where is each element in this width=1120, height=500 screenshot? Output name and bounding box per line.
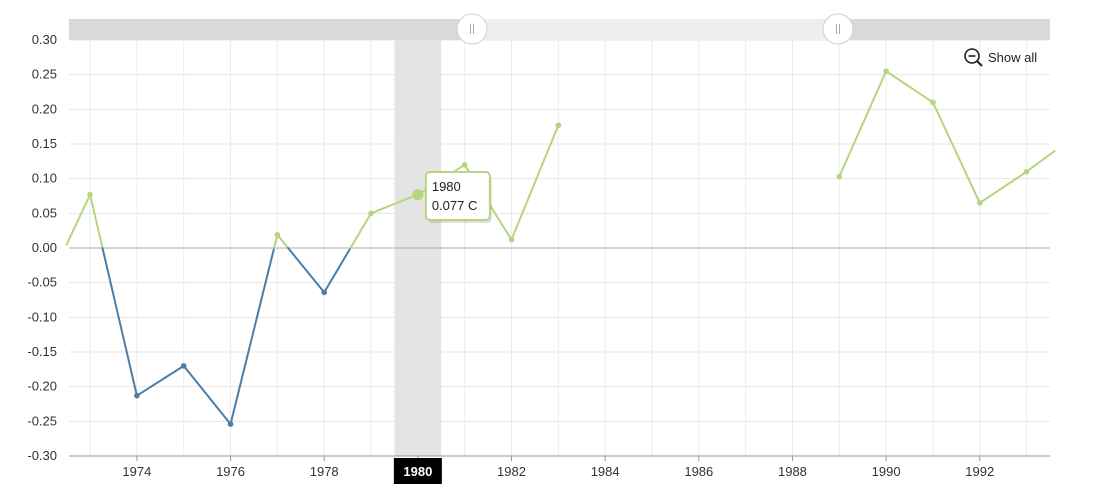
data-point[interactable] [836,173,843,180]
data-point[interactable] [976,200,983,206]
y-tick-label: 0.30 [32,32,57,47]
data-point[interactable] [508,236,515,243]
data-point[interactable] [227,421,234,427]
series-segment [349,212,373,249]
data-point[interactable] [368,210,374,217]
series-segment [510,124,560,241]
y-tick-label: -0.05 [27,275,57,290]
data-point[interactable] [461,162,468,168]
zoom-out-icon [964,48,983,67]
series-segment [931,101,981,204]
data-point[interactable] [1023,168,1030,175]
x-tick-label: 1988 [778,464,807,479]
y-tick-label: -0.20 [27,379,57,394]
data-point[interactable] [930,99,936,106]
cursor-label-bg [393,458,442,484]
series-segment [885,70,934,104]
series-segment [287,247,326,294]
handle-right-circle[interactable] [822,13,854,45]
scrollbar-selection[interactable] [472,19,838,40]
y-tick-label: 0.15 [32,136,57,151]
handle-left-circle[interactable] [456,13,488,45]
data-point[interactable] [180,363,187,369]
x-tick-label: 1976 [216,464,245,479]
series-segment [838,70,888,178]
tooltip-value: 0.077 C [432,198,478,213]
scrollbar[interactable] [69,13,1050,45]
data-point[interactable] [883,68,889,74]
series-segment [276,233,290,249]
x-tick-label: 1992 [965,464,994,479]
y-tick-label: -0.10 [27,309,57,324]
series-segment [1025,149,1056,173]
data-point[interactable] [321,289,328,296]
y-axis: 0.30 0.25 0.20 0.15 0.10 0.05 0.00 -0.05 -0.10 -0… [27,32,57,463]
y-tick-label: 0.05 [32,205,57,220]
series-segment [101,247,138,397]
series-segment [229,247,276,426]
y-tick-label: 0.10 [32,171,57,186]
y-tick-label: 0.20 [32,101,57,116]
x-tick-label: 1986 [684,464,713,479]
y-tick-label: -0.15 [27,344,57,359]
x-tick-label: 1990 [872,464,901,479]
series-segment [323,247,352,294]
data-point[interactable] [274,232,281,238]
series-segment [370,193,419,215]
series-segment [978,170,1028,204]
series-segment [65,193,92,246]
scrollbar-handle-right[interactable] [822,13,854,45]
x-tick-label: 1984 [591,464,620,479]
y-tick-label: -0.25 [27,413,57,428]
y-tick-label: -0.30 [27,448,57,463]
highlight-point [412,189,424,201]
x-axis: 1974 1976 1978 1982 1984 1986 1988 1990 1992 [122,456,994,479]
series-segment [182,364,232,426]
x-tick-label: 1974 [122,464,151,479]
x-tick-label: 1982 [497,464,526,479]
data-point[interactable] [87,191,93,198]
cursor-label: 1980 [393,458,442,484]
scrollbar-handle-left[interactable] [456,13,488,45]
tooltip-box [424,171,491,221]
show-all-label[interactable]: Show all [988,50,1037,65]
y-tick-label: 0.25 [32,67,57,82]
y-tick-label: 0.00 [32,240,57,255]
tooltip-year: 1980 [432,179,461,194]
x-tick-label: 1978 [310,464,339,479]
show-all-button[interactable]: Show all [958,45,1046,69]
data-point[interactable] [134,392,140,399]
series-segment [135,364,185,397]
series-segment [89,193,104,249]
cursor-label-text: 1980 [403,464,432,479]
data-point[interactable] [555,122,562,129]
tooltip: 1980 0.077 C [424,171,492,223]
